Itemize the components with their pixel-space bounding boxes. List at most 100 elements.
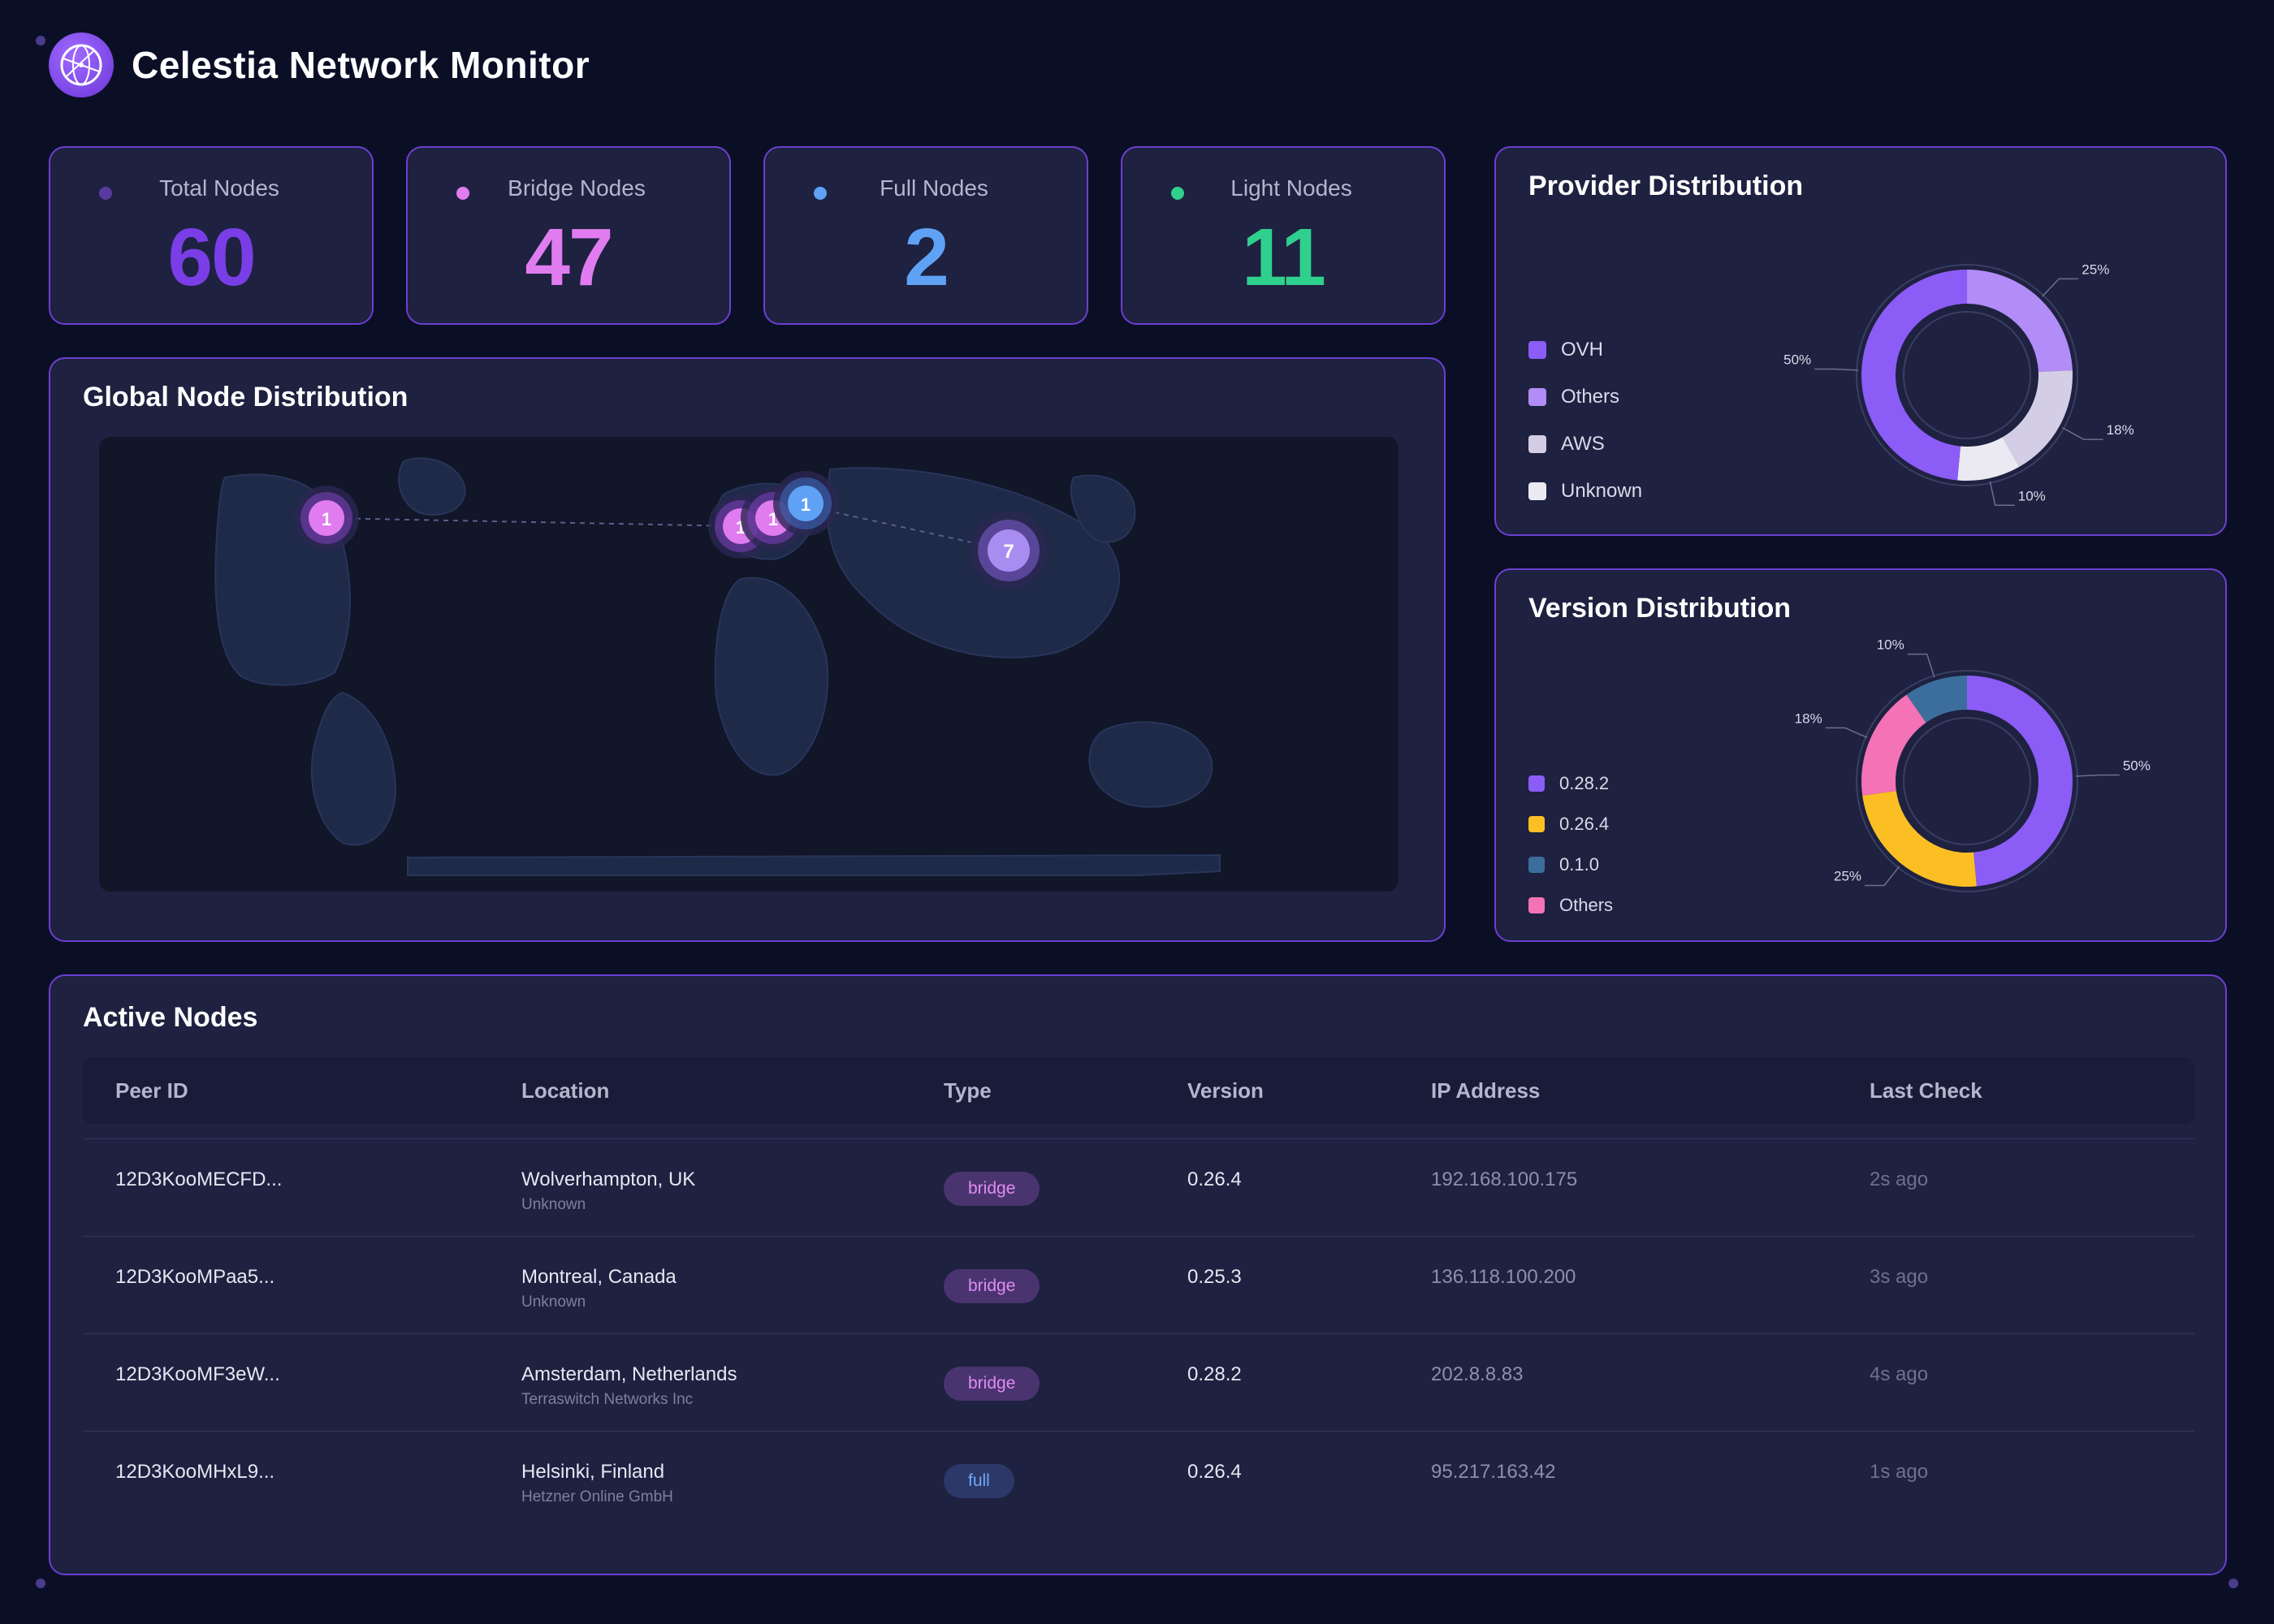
legend-swatch [1528,341,1546,359]
version-panel-title: Version Distribution [1528,593,1792,624]
continent-antarctica [407,853,1221,876]
donut-slice [1862,791,1977,887]
version: 0.26.4 [1187,1461,1242,1483]
type-badge: bridge [944,1367,1040,1401]
donut-leader-line [1989,481,2015,507]
stat-card-bridge: Bridge Nodes 47 [406,146,731,325]
donut-leader-line [1907,653,1935,678]
continent-australia [1088,721,1213,808]
location: Wolverhampton, UK [521,1168,696,1190]
stat-label: Bridge Nodes [508,175,646,201]
donut-slice [1861,694,1926,796]
active-nodes-panel: Active Nodes Peer ID Location Type Versi… [49,974,2227,1575]
donut-leader-line [2062,426,2103,440]
legend-label: Others [1561,386,1620,408]
location: Montreal, Canada [521,1266,677,1288]
stat-card-light: Light Nodes 11 [1121,146,1446,325]
corner-dot [36,1579,45,1588]
donut-slice-label: 10% [2018,488,2046,503]
map-panel: Global Node Distribution [49,357,1446,942]
legend-label: AWS [1561,433,1605,455]
legend-swatch [1528,435,1546,453]
node-marker: 1 [294,486,359,551]
peer-id: 12D3KooMF3eW... [115,1363,280,1385]
legend-swatch [1528,897,1545,914]
stat-value: 47 [525,212,613,303]
version-donut-chart[interactable]: 50% 25% 18% 10% [1740,635,2194,927]
stat-value: 60 [167,212,256,303]
column-header-location[interactable]: Location [521,1078,610,1103]
last-check: 2s ago [1870,1168,1929,1190]
ip-address: 95.217.163.42 [1431,1461,1556,1483]
donut-leader-line [2042,278,2079,297]
stat-value: 2 [904,212,949,303]
table-row[interactable]: 12D3KooMHxL9... Helsinki, Finland Hetzne… [83,1431,2194,1528]
table-row[interactable]: 12D3KooMPaa5... Montreal, Canada Unknown… [83,1236,2194,1333]
column-header-peer-id[interactable]: Peer ID [115,1078,188,1103]
stat-card-full: Full Nodes 2 [763,146,1088,325]
ip-address: 136.118.100.200 [1431,1266,1576,1288]
donut-slice [1957,437,2020,481]
legend-label: 0.1.0 [1559,854,1599,875]
column-header-last-check[interactable]: Last Check [1870,1078,1982,1103]
world-map[interactable]: 1 1 1 1 [99,437,1399,892]
donut-inner-ring [1903,717,2031,845]
donut-slice-label: 25% [1834,868,1861,883]
ip-address: 202.8.8.83 [1431,1363,1524,1385]
map-panel-title: Global Node Distribution [83,382,409,412]
provider-donut-chart[interactable]: 25% 18% 10% 50% [1740,229,2194,521]
location: Amsterdam, Netherlands [521,1363,737,1385]
legend-item: Unknown [1528,468,1642,515]
table-row[interactable]: 12D3KooMF3eW... Amsterdam, Netherlands T… [83,1333,2194,1431]
version: 0.26.4 [1187,1168,1242,1190]
version: 0.28.2 [1187,1363,1242,1385]
legend-label: 0.28.2 [1559,773,1610,793]
last-check: 4s ago [1870,1363,1929,1385]
status-dot [1171,187,1184,200]
legend-item: OVH [1528,326,1642,374]
marker-count: 7 [1003,541,1014,563]
node-marker: 7 [970,512,1048,590]
table-row[interactable]: 12D3KooMECFD... Wolverhampton, UK Unknow… [83,1138,2194,1236]
donut-slice-label: 50% [1783,352,1811,367]
globe-network-icon [49,32,114,97]
version: 0.25.3 [1187,1266,1242,1288]
app-title: Celestia Network Monitor [132,44,590,86]
legend-swatch [1528,388,1546,406]
legend-item: 0.28.2 [1528,763,1613,804]
donut-slice [1861,270,1967,481]
legend-label: 0.26.4 [1559,814,1610,834]
donut-slice-label: 18% [1795,710,1822,726]
legend-item: 0.1.0 [1528,844,1613,885]
legend-label: OVH [1561,339,1604,361]
provider-name: Terraswitch Networks Inc [521,1391,694,1408]
donut-slice-label: 25% [2082,261,2109,277]
status-dot [814,187,827,200]
column-header-ip[interactable]: IP Address [1431,1078,1541,1103]
donut-leader-line [1865,866,1900,887]
column-header-version[interactable]: Version [1187,1078,1264,1103]
legend-label: Others [1559,895,1614,915]
status-dot [456,187,469,200]
stat-label: Full Nodes [880,175,988,201]
stat-card-total: Total Nodes 60 [49,146,374,325]
donut-outer-ring [1856,670,2078,892]
continent-japan [1070,474,1136,543]
version-panel: Version Distribution 0.28.2 0.26.4 0.1.0… [1494,568,2227,942]
donut-inner-ring [1903,311,2031,439]
donut-leader-line [1825,727,1868,739]
location: Helsinki, Finland [521,1461,665,1483]
stat-label: Total Nodes [159,175,279,201]
legend-item: AWS [1528,421,1642,468]
ip-address: 192.168.100.175 [1431,1168,1578,1190]
last-check: 1s ago [1870,1461,1929,1483]
type-badge: full [944,1464,1014,1498]
corner-dot [36,36,45,45]
provider-panel: Provider Distribution OVH Others AWS Unk… [1494,146,2227,536]
legend-item: Others [1528,885,1613,926]
marker-count: 1 [801,495,811,515]
legend-item: 0.26.4 [1528,804,1613,844]
column-header-type[interactable]: Type [944,1078,992,1103]
app-header: Celestia Network Monitor [49,31,590,99]
peer-id: 12D3KooMECFD... [115,1168,283,1190]
